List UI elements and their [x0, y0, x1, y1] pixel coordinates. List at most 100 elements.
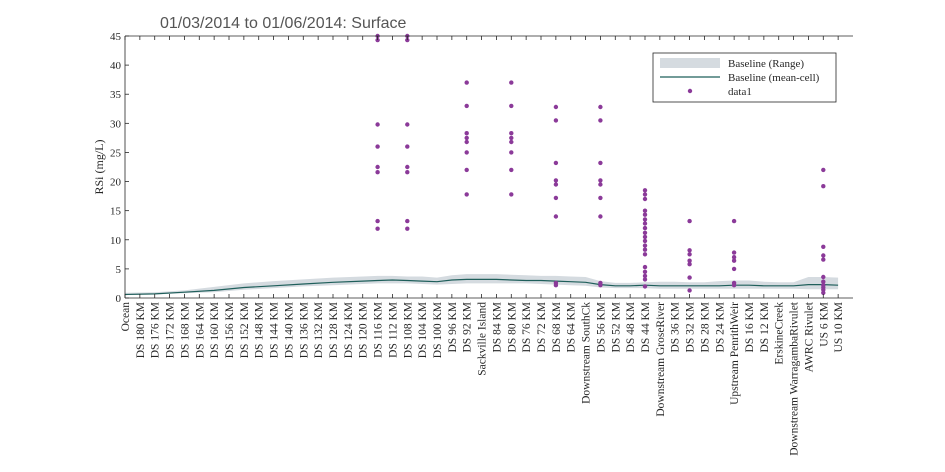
data-point: [375, 226, 380, 231]
data-point: [642, 230, 648, 235]
x-tick-label: DS 156 KM: [224, 302, 236, 358]
data-point: [642, 188, 648, 193]
data-point: [731, 218, 737, 224]
data-point: [642, 252, 648, 257]
data-point: [553, 283, 559, 288]
legend-data-swatch: [687, 88, 693, 94]
x-tick-label: US 10 KM: [833, 302, 845, 352]
data-point: [642, 196, 648, 202]
data-point: [731, 283, 737, 288]
data-point: [405, 122, 410, 127]
data-point: [375, 122, 380, 127]
data-point: [642, 264, 648, 270]
data-point: [731, 255, 737, 260]
data-point: [509, 150, 514, 155]
data-point: [731, 258, 737, 263]
data-point: [464, 150, 469, 155]
data-point: [598, 195, 603, 201]
data-point: [464, 139, 469, 145]
data-point: [464, 192, 469, 197]
data-point: [642, 221, 648, 226]
data-point: [642, 269, 648, 274]
x-tick-label: DS 148 KM: [254, 302, 266, 358]
data-point: [642, 217, 648, 222]
x-tick-label: DS 44 KM: [640, 302, 652, 352]
x-tick-label: Ocean: [120, 302, 132, 332]
data-point: [642, 238, 648, 244]
data-point: [598, 283, 603, 288]
plot-area: 0 5 10 15 20 25 30 35 40 45 Ocean DS 180 KM DS 176 K…: [110, 31, 853, 456]
x-tick-label: DS 28 KM: [699, 302, 711, 352]
data-point: [821, 244, 826, 249]
y-tick-label: 45: [110, 31, 122, 43]
data-point: [405, 170, 410, 175]
data-point: [509, 167, 514, 173]
data-point: [642, 277, 648, 282]
x-tick-label: DS 108 KM: [402, 302, 414, 358]
data-point: [405, 218, 410, 224]
data-point: [687, 258, 692, 263]
y-tick-label: 5: [116, 264, 122, 276]
legend-mean-label: Baseline (mean-cell): [728, 72, 820, 84]
data-point: [598, 178, 603, 183]
x-tick-label: DS 128 KM: [328, 302, 340, 358]
data-point: [731, 250, 737, 255]
data-point: [553, 182, 559, 187]
data-point: [375, 170, 380, 175]
x-tick-label: DS 172 KM: [165, 302, 177, 358]
data-point: [553, 214, 559, 219]
x-tick-label: DS 84 KM: [491, 302, 503, 352]
data-point: [598, 214, 603, 219]
legend-data-label: data1: [728, 86, 752, 98]
x-tick-label: Downstream WarragambaRivulet: [789, 301, 801, 456]
x-tick-label: DS 112 KM: [387, 302, 399, 358]
x-tick-label: DS 48 KM: [625, 302, 637, 352]
x-tick-label: Downstream SouthCk: [581, 302, 593, 404]
x-tick-label: US 6 KM: [818, 302, 830, 347]
data-point: [405, 164, 410, 170]
data-point: [687, 252, 692, 257]
y-tick-label: 10: [110, 235, 122, 247]
data-point: [464, 135, 469, 141]
data-point: [687, 248, 692, 253]
x-tick-label: DS 116 KM: [373, 302, 385, 358]
y-tick-label: 35: [110, 89, 122, 101]
data-point: [509, 135, 514, 141]
y-tick-label: 20: [110, 177, 122, 189]
legend-range-swatch: [660, 58, 720, 68]
x-tick-label: Upstream PenrithWeir: [729, 302, 741, 405]
x-tick-label: DS 144 KM: [269, 302, 281, 358]
data-point: [553, 104, 559, 110]
data-point: [642, 273, 648, 279]
x-tick-label: DS 164 KM: [194, 302, 206, 358]
x-tick-label: DS 136 KM: [298, 302, 310, 358]
x-tick-label: DS 168 KM: [179, 302, 191, 358]
x-tick-label: DS 180 KM: [135, 302, 147, 358]
data-point: [464, 103, 469, 109]
data-point: [687, 288, 692, 293]
data-point: [821, 253, 826, 258]
data-point: [687, 218, 692, 224]
x-tick-label: AWRC Rivulet: [803, 301, 815, 372]
data-point: [375, 144, 380, 149]
data-point: [375, 218, 380, 224]
data-point: [687, 262, 692, 267]
x-tick-label: DS 100 KM: [432, 302, 444, 358]
x-tick-label: DS 16 KM: [744, 302, 756, 352]
data-point: [509, 80, 514, 85]
data-point: [553, 195, 559, 201]
data-point: [553, 160, 559, 166]
data-point: [553, 178, 559, 183]
x-tick-label: DS 68 KM: [551, 302, 563, 352]
x-tick-label: DS 72 KM: [536, 302, 548, 352]
x-tick-label: DS 176 KM: [150, 302, 162, 358]
x-tick-label: DS 140 KM: [283, 302, 295, 358]
data-point: [642, 192, 648, 197]
data-point: [464, 80, 469, 85]
data-point: [642, 247, 648, 252]
data-point: [598, 104, 603, 110]
x-tick-label: Sackville Island: [477, 302, 489, 376]
plot-content: [125, 33, 839, 296]
